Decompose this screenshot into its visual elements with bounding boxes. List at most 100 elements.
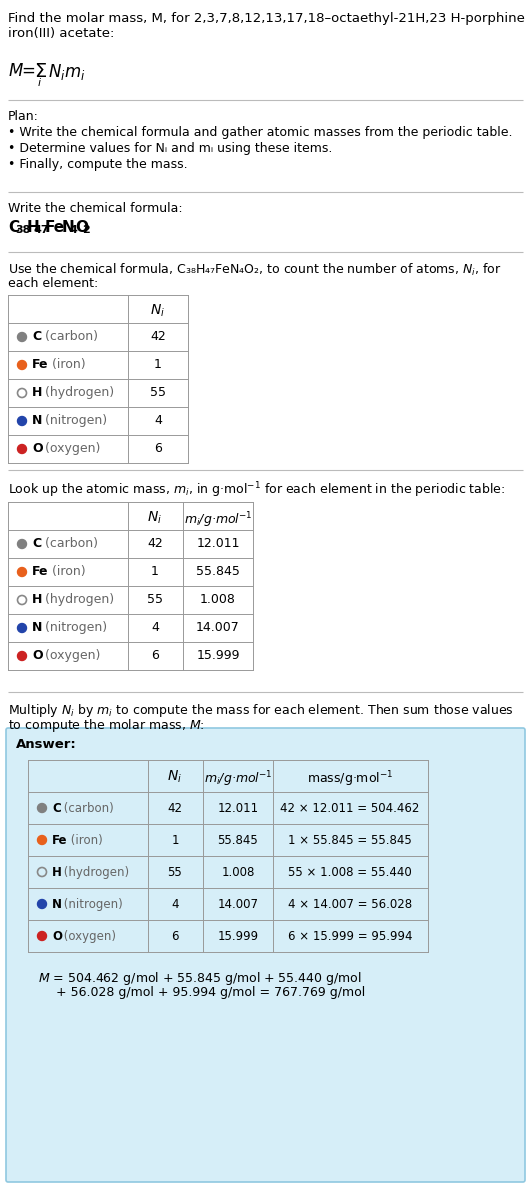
- Text: • Determine values for Nᵢ and mᵢ using these items.: • Determine values for Nᵢ and mᵢ using t…: [8, 142, 332, 155]
- Text: $m_i$/g·mol$^{-1}$: $m_i$/g·mol$^{-1}$: [184, 511, 252, 530]
- Text: O: O: [75, 220, 88, 234]
- Text: 6: 6: [172, 931, 179, 942]
- Circle shape: [38, 932, 47, 940]
- Text: N: N: [32, 621, 42, 634]
- Text: (hydrogen): (hydrogen): [61, 866, 130, 879]
- Text: 4: 4: [172, 898, 179, 912]
- Text: $N_i$: $N_i$: [167, 769, 183, 785]
- Text: 1: 1: [154, 358, 162, 371]
- Text: $\Sigma$: $\Sigma$: [34, 62, 47, 81]
- Text: (oxygen): (oxygen): [41, 649, 100, 662]
- Text: each element:: each element:: [8, 277, 98, 290]
- Text: 15.999: 15.999: [217, 931, 259, 942]
- Text: $i$: $i$: [37, 76, 42, 88]
- Text: (carbon): (carbon): [41, 537, 98, 550]
- Text: Fe: Fe: [32, 565, 48, 578]
- Text: Plan:: Plan:: [8, 109, 39, 123]
- Text: O: O: [52, 931, 62, 942]
- Text: 55: 55: [168, 866, 182, 879]
- Text: Find the molar mass, M, for 2,3,7,8,12,13,17,18–octaethyl-21H,23 H-porphine
iron: Find the molar mass, M, for 2,3,7,8,12,1…: [8, 12, 525, 40]
- Text: (nitrogen): (nitrogen): [61, 898, 123, 912]
- Text: H: H: [32, 593, 42, 606]
- Text: 38: 38: [15, 225, 31, 234]
- Text: (hydrogen): (hydrogen): [41, 386, 114, 399]
- Text: 1: 1: [151, 565, 159, 578]
- Text: 15.999: 15.999: [196, 649, 240, 662]
- Text: 55: 55: [150, 386, 166, 399]
- Text: 6 × 15.999 = 95.994: 6 × 15.999 = 95.994: [288, 931, 412, 942]
- Circle shape: [18, 568, 27, 576]
- Text: (carbon): (carbon): [61, 802, 114, 815]
- Text: $M$: $M$: [8, 62, 24, 80]
- Text: Look up the atomic mass, $m_i$, in g·mol$^{-1}$ for each element in the periodic: Look up the atomic mass, $m_i$, in g·mol…: [8, 480, 506, 500]
- Text: 55: 55: [147, 593, 163, 606]
- Text: O: O: [32, 441, 42, 455]
- Text: Fe: Fe: [45, 220, 65, 234]
- Text: 1.008: 1.008: [200, 593, 236, 606]
- Text: 55 × 1.008 = 55.440: 55 × 1.008 = 55.440: [288, 866, 412, 879]
- Text: 4: 4: [154, 414, 162, 427]
- Text: C: C: [32, 537, 41, 550]
- Text: • Write the chemical formula and gather atomic masses from the periodic table.: • Write the chemical formula and gather …: [8, 126, 512, 139]
- Text: O: O: [32, 649, 42, 662]
- Text: 1 × 55.845 = 55.845: 1 × 55.845 = 55.845: [288, 834, 412, 847]
- Text: N: N: [62, 220, 75, 234]
- Text: H: H: [27, 220, 39, 234]
- Text: (nitrogen): (nitrogen): [41, 414, 107, 427]
- Text: =: =: [22, 62, 41, 80]
- Text: H: H: [32, 386, 42, 399]
- Circle shape: [38, 803, 47, 813]
- Circle shape: [18, 416, 27, 426]
- Text: 1.008: 1.008: [221, 866, 255, 879]
- Text: 1: 1: [172, 834, 179, 847]
- Text: (nitrogen): (nitrogen): [41, 621, 107, 634]
- Text: 6: 6: [151, 649, 159, 662]
- Text: C: C: [32, 330, 41, 343]
- Circle shape: [18, 361, 27, 370]
- Text: $N_i m_i$: $N_i m_i$: [48, 62, 85, 82]
- Text: 42: 42: [147, 537, 163, 550]
- Text: (iron): (iron): [48, 565, 85, 578]
- Text: H: H: [52, 866, 62, 879]
- Text: 4: 4: [70, 225, 78, 234]
- Text: 4: 4: [151, 621, 159, 634]
- Text: $M$ = 504.462 g/mol + 55.845 g/mol + 55.440 g/mol: $M$ = 504.462 g/mol + 55.845 g/mol + 55.…: [38, 970, 362, 987]
- Text: 55.845: 55.845: [196, 565, 240, 578]
- Text: $m_i$/g·mol$^{-1}$: $m_i$/g·mol$^{-1}$: [204, 769, 272, 789]
- Text: N: N: [32, 414, 42, 427]
- FancyBboxPatch shape: [6, 728, 525, 1182]
- Text: $N_i$: $N_i$: [150, 303, 166, 319]
- Text: mass/g·mol$^{-1}$: mass/g·mol$^{-1}$: [307, 769, 393, 789]
- Text: (carbon): (carbon): [41, 330, 98, 343]
- Text: (oxygen): (oxygen): [61, 931, 116, 942]
- Circle shape: [38, 900, 47, 908]
- Text: Write the chemical formula:: Write the chemical formula:: [8, 202, 183, 215]
- Text: Multiply $N_i$ by $m_i$ to compute the mass for each element. Then sum those val: Multiply $N_i$ by $m_i$ to compute the m…: [8, 702, 514, 719]
- Circle shape: [18, 332, 27, 342]
- Text: • Finally, compute the mass.: • Finally, compute the mass.: [8, 158, 187, 171]
- Text: + 56.028 g/mol + 95.994 g/mol = 767.769 g/mol: + 56.028 g/mol + 95.994 g/mol = 767.769 …: [56, 987, 365, 998]
- Circle shape: [18, 624, 27, 633]
- Text: 12.011: 12.011: [196, 537, 240, 550]
- Text: (hydrogen): (hydrogen): [41, 593, 114, 606]
- Text: $N_i$: $N_i$: [148, 511, 162, 526]
- Text: 42 × 12.011 = 504.462: 42 × 12.011 = 504.462: [280, 802, 419, 815]
- Circle shape: [38, 835, 47, 845]
- Text: C: C: [52, 802, 61, 815]
- Text: (iron): (iron): [48, 358, 85, 371]
- Text: 14.007: 14.007: [218, 898, 259, 912]
- Text: to compute the molar mass, $M$:: to compute the molar mass, $M$:: [8, 718, 204, 734]
- Text: Fe: Fe: [32, 358, 48, 371]
- Text: 55.845: 55.845: [218, 834, 259, 847]
- Text: 6: 6: [154, 441, 162, 455]
- Circle shape: [18, 651, 27, 660]
- Text: Fe: Fe: [52, 834, 67, 847]
- Text: 42: 42: [167, 802, 183, 815]
- Circle shape: [18, 539, 27, 549]
- Text: Use the chemical formula, C₃₈H₄₇FeN₄O₂, to count the number of atoms, $N_i$, for: Use the chemical formula, C₃₈H₄₇FeN₄O₂, …: [8, 262, 502, 278]
- Text: 12.011: 12.011: [217, 802, 259, 815]
- Text: (iron): (iron): [67, 834, 103, 847]
- Text: 42: 42: [150, 330, 166, 343]
- Text: 47: 47: [34, 225, 49, 234]
- Text: C: C: [8, 220, 19, 234]
